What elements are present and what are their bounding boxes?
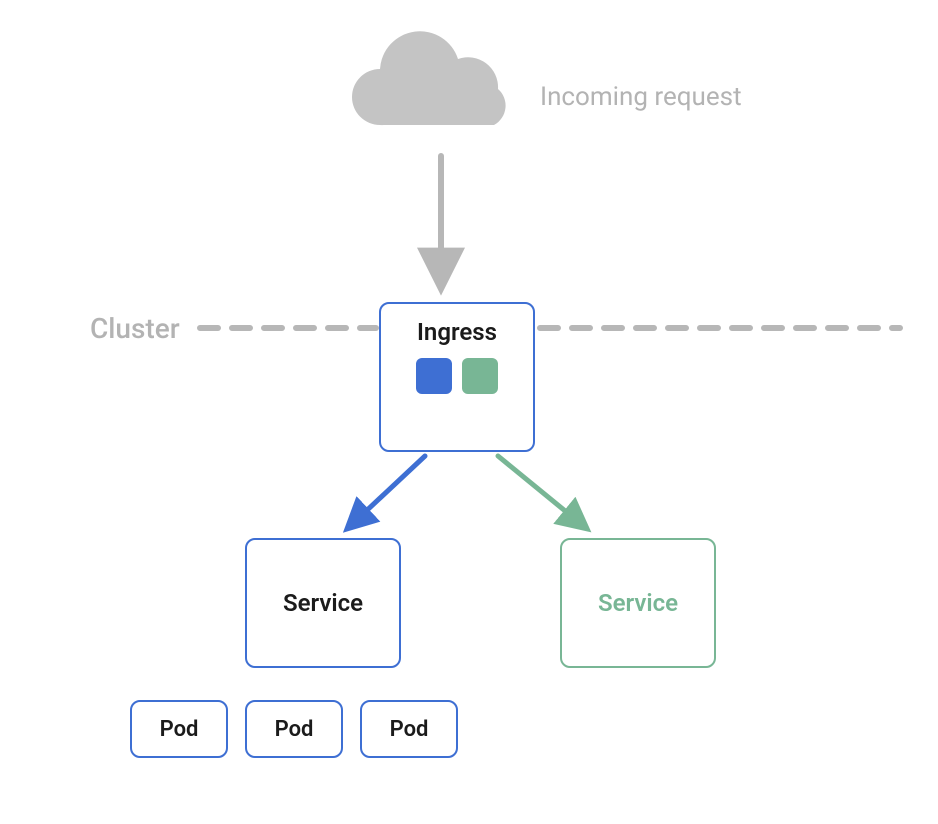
pod-node: Pod (360, 700, 458, 758)
incoming-request-label: Incoming request (540, 82, 742, 112)
service-node-blue: Service (245, 538, 401, 668)
service-teal-label: Service (598, 589, 678, 617)
service-blue-label: Service (283, 589, 363, 617)
ingress-chip-row (416, 358, 498, 394)
pod-label: Pod (275, 717, 314, 742)
ingress-chip-blue (416, 358, 452, 394)
ingress-node: Ingress (379, 302, 535, 452)
pod-label: Pod (390, 717, 429, 742)
cloud-icon (352, 31, 506, 125)
pod-label: Pod (160, 717, 199, 742)
diagram-canvas: Incoming request Cluster Ingress Service… (0, 0, 938, 824)
ingress-label: Ingress (417, 318, 497, 346)
cluster-label: Cluster (90, 312, 180, 345)
ingress-chip-teal (462, 358, 498, 394)
arrow-to-teal-service (498, 456, 586, 528)
pod-node: Pod (245, 700, 343, 758)
arrow-to-blue-service (348, 456, 425, 528)
pod-node: Pod (130, 700, 228, 758)
service-node-teal: Service (560, 538, 716, 668)
